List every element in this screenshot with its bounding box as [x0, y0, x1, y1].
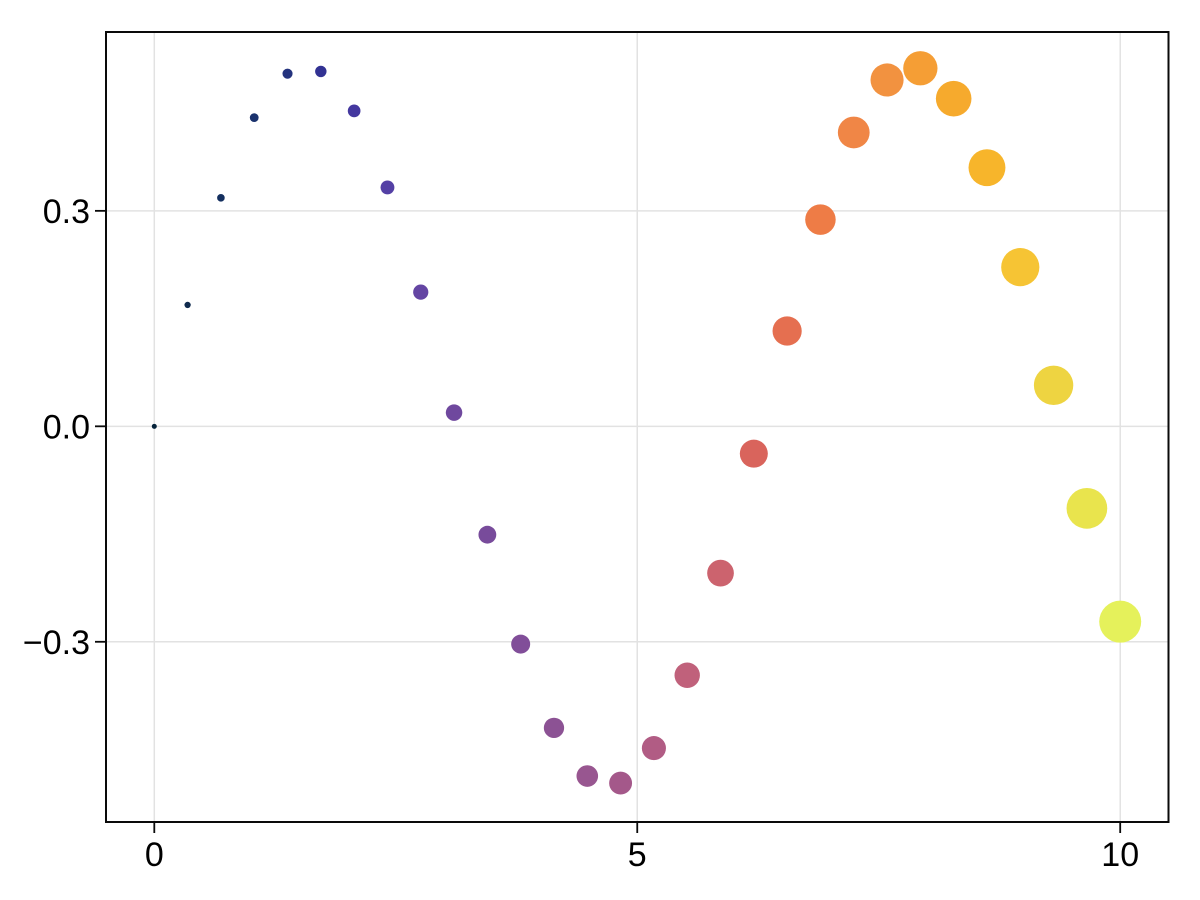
data-point [674, 662, 700, 688]
scatter-points [151, 51, 1142, 795]
data-point [609, 771, 633, 795]
x-axis-tick-label: 5 [628, 836, 647, 874]
data-point [968, 149, 1006, 187]
data-point [1066, 487, 1108, 529]
y-axis-tick-label: 0.3 [43, 193, 90, 231]
data-point [511, 634, 531, 654]
data-point [641, 736, 666, 761]
data-point [543, 717, 565, 738]
data-point [805, 204, 836, 235]
data-point [903, 51, 938, 86]
data-point [739, 439, 768, 468]
data-point [837, 116, 870, 149]
data-point [1001, 248, 1040, 287]
data-point [1099, 600, 1142, 643]
data-point [282, 68, 293, 79]
data-point [217, 194, 225, 202]
x-axis-tick-label: 10 [1101, 836, 1139, 874]
data-point [151, 423, 157, 429]
tick-labels: 0 5 10 0.3 0.0 −0.3 [23, 193, 1139, 874]
y-axis-tick-label: −0.3 [23, 624, 90, 662]
data-point [870, 63, 904, 97]
data-point [184, 301, 191, 309]
data-point [576, 765, 599, 787]
data-point [413, 284, 429, 300]
data-point [315, 65, 327, 78]
data-point [772, 316, 802, 346]
x-axis-tick-label: 0 [145, 836, 164, 874]
data-point [1033, 365, 1074, 406]
data-point [478, 525, 497, 544]
y-axis-tick-label: 0.0 [43, 408, 90, 446]
data-point [707, 559, 734, 587]
axis-spine-box [105, 31, 1170, 823]
data-point [347, 104, 361, 118]
data-point [249, 113, 259, 123]
data-point [445, 404, 463, 421]
gridlines [106, 32, 1169, 822]
data-point [935, 80, 972, 117]
tick-marks [95, 209, 1122, 833]
data-point [380, 180, 395, 195]
